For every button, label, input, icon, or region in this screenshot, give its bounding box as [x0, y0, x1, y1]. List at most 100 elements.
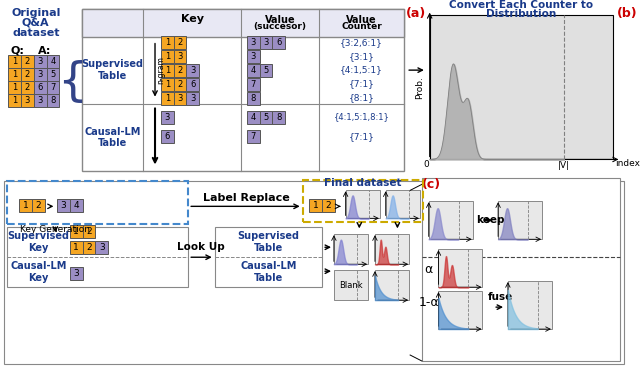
Text: 6: 6 — [276, 38, 282, 47]
Bar — [247, 63, 260, 77]
Bar — [8, 94, 21, 106]
Text: 1: 1 — [12, 95, 17, 105]
Bar — [346, 190, 380, 218]
Text: 2: 2 — [86, 227, 92, 236]
Text: 8: 8 — [250, 94, 256, 102]
Text: dataset: dataset — [12, 28, 60, 38]
Bar — [247, 110, 260, 124]
Bar — [186, 63, 199, 77]
Bar — [173, 92, 186, 105]
Bar — [173, 63, 186, 77]
Bar — [95, 241, 108, 254]
Bar — [82, 9, 404, 37]
Bar — [21, 94, 34, 106]
Text: Final dataset: Final dataset — [324, 178, 402, 188]
Bar — [310, 199, 322, 212]
Text: 3: 3 — [190, 94, 195, 102]
Text: 1: 1 — [22, 201, 28, 210]
Text: {: { — [57, 60, 87, 105]
Bar — [8, 81, 21, 94]
Text: n-gram: n-gram — [156, 56, 165, 84]
Bar — [260, 110, 272, 124]
Text: {7:1}: {7:1} — [349, 80, 374, 88]
Text: Causal-LM
Table: Causal-LM Table — [240, 261, 296, 283]
Text: 1: 1 — [164, 80, 170, 88]
Text: 7: 7 — [50, 83, 56, 92]
Text: fuse: fuse — [488, 292, 513, 302]
Text: 5: 5 — [51, 70, 56, 79]
Text: 3: 3 — [177, 94, 182, 102]
Bar — [161, 92, 173, 105]
Bar — [260, 36, 272, 49]
Text: 2: 2 — [177, 38, 182, 47]
Text: Supervised
Table: Supervised Table — [81, 59, 143, 81]
Bar — [34, 68, 47, 81]
Text: {4:1,5:1}: {4:1,5:1} — [340, 66, 383, 75]
Text: keep: keep — [476, 215, 504, 225]
Text: {7:1}: {7:1} — [349, 132, 374, 142]
Bar — [57, 199, 70, 212]
Bar — [334, 270, 368, 300]
Text: 1: 1 — [12, 70, 17, 79]
Text: 6: 6 — [164, 132, 170, 142]
Text: 3: 3 — [38, 57, 43, 66]
Text: 2: 2 — [25, 57, 30, 66]
Bar — [82, 9, 404, 171]
Bar — [438, 291, 483, 329]
Text: Supervised
Key: Supervised Key — [8, 232, 70, 253]
Text: 4: 4 — [51, 57, 56, 66]
Text: 3: 3 — [25, 95, 30, 105]
Bar — [83, 241, 95, 254]
Text: 1: 1 — [164, 94, 170, 102]
Text: |V|: |V| — [558, 161, 570, 170]
Bar — [161, 131, 173, 143]
Bar — [34, 94, 47, 106]
Text: 3: 3 — [38, 95, 43, 105]
Bar — [8, 227, 188, 287]
Bar — [303, 181, 423, 222]
Text: Q:: Q: — [10, 46, 24, 56]
Text: 2: 2 — [86, 243, 92, 252]
Text: Value: Value — [346, 15, 377, 25]
Bar — [247, 77, 260, 91]
Bar — [247, 36, 260, 49]
Text: A:: A: — [38, 46, 51, 56]
Text: 1-α: 1-α — [419, 296, 439, 309]
Bar — [19, 199, 32, 212]
Bar — [186, 92, 199, 105]
Bar — [173, 36, 186, 49]
Bar — [47, 55, 60, 68]
Text: 4: 4 — [251, 66, 256, 75]
Text: 1: 1 — [74, 243, 79, 252]
Text: {8:1}: {8:1} — [349, 94, 374, 102]
Text: Counter: Counter — [341, 22, 382, 31]
Text: 4: 4 — [74, 201, 79, 210]
Text: 5: 5 — [263, 66, 269, 75]
Text: 3: 3 — [177, 52, 182, 61]
Bar — [47, 81, 60, 94]
Bar — [161, 36, 173, 49]
Text: Causal-LM
Key: Causal-LM Key — [10, 261, 67, 283]
Text: 3: 3 — [61, 201, 67, 210]
Bar — [260, 63, 272, 77]
Bar — [429, 15, 614, 159]
Bar — [386, 190, 420, 218]
Bar — [247, 92, 260, 105]
Text: 2: 2 — [25, 83, 30, 92]
Text: 3: 3 — [250, 52, 256, 61]
Bar — [83, 225, 95, 238]
Text: 1: 1 — [74, 227, 79, 236]
Bar — [247, 131, 260, 143]
Text: 1: 1 — [164, 52, 170, 61]
Text: Label Replace: Label Replace — [202, 193, 289, 203]
Bar — [508, 281, 552, 329]
Text: 3: 3 — [99, 243, 104, 252]
Text: 2: 2 — [177, 80, 182, 88]
Bar — [70, 199, 83, 212]
Text: {3:1}: {3:1} — [349, 52, 374, 61]
Text: 7: 7 — [250, 80, 256, 88]
Text: Prob.: Prob. — [415, 76, 424, 98]
Text: (succesor): (succesor) — [253, 22, 307, 31]
Text: 3: 3 — [74, 269, 79, 278]
Bar — [173, 77, 186, 91]
